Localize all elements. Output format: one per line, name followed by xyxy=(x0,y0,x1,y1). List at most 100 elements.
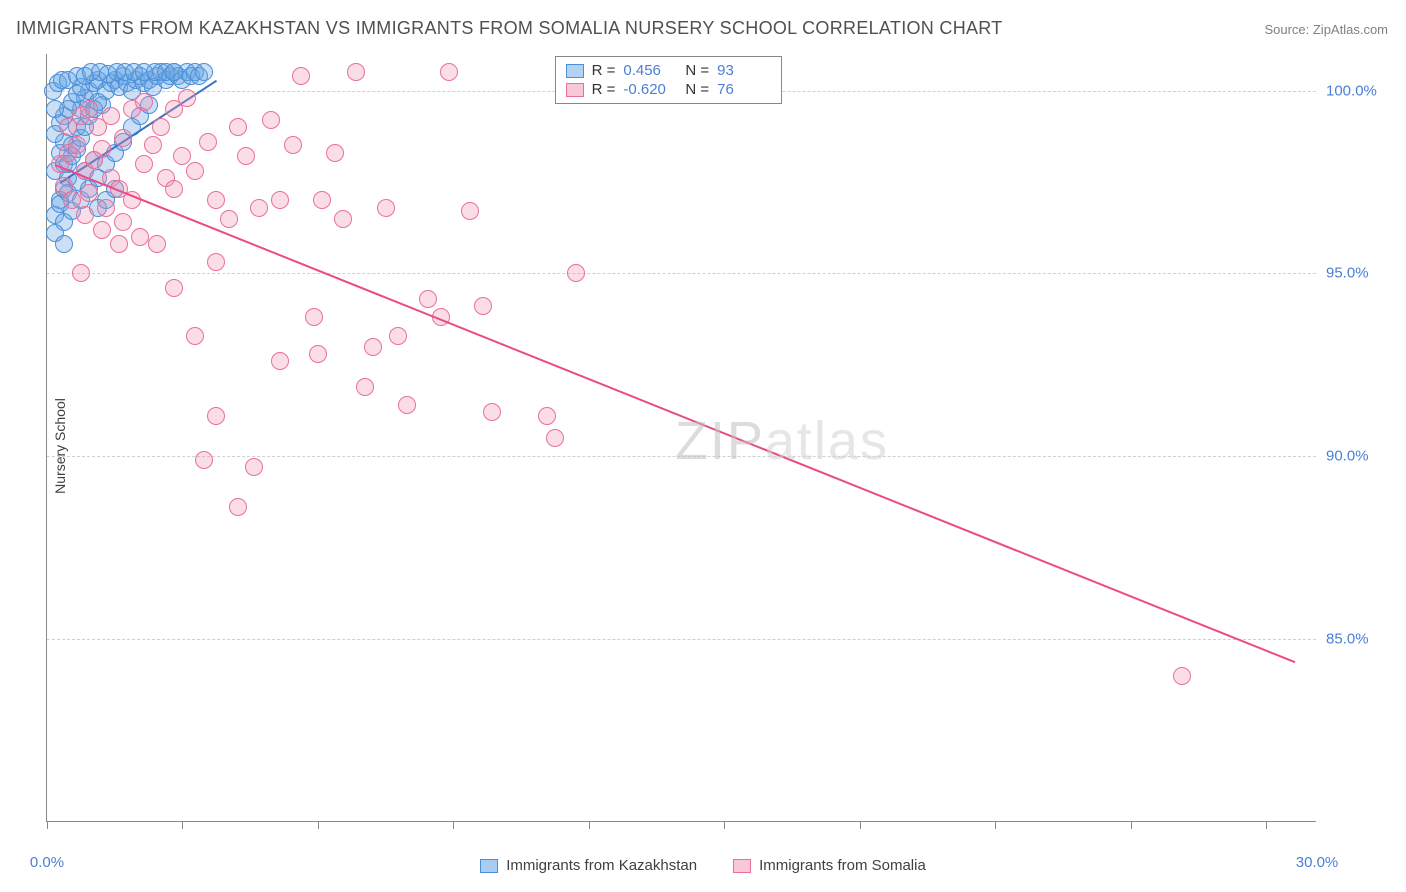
data-point xyxy=(356,378,374,396)
data-point xyxy=(178,89,196,107)
n-label: N = xyxy=(685,81,709,98)
gridline xyxy=(47,456,1316,457)
data-point xyxy=(377,199,395,217)
x-tick xyxy=(453,821,454,829)
legend-swatch xyxy=(733,859,751,873)
data-point xyxy=(144,136,162,154)
x-tick xyxy=(182,821,183,829)
data-point xyxy=(135,155,153,173)
data-point xyxy=(186,327,204,345)
data-point xyxy=(186,162,204,180)
data-point xyxy=(152,118,170,136)
data-point xyxy=(334,210,352,228)
data-point xyxy=(93,221,111,239)
data-point xyxy=(309,345,327,363)
data-point xyxy=(474,297,492,315)
y-tick-label: 95.0% xyxy=(1326,265,1388,282)
data-point xyxy=(207,407,225,425)
data-point xyxy=(165,279,183,297)
legend-item: Immigrants from Kazakhstan xyxy=(480,857,697,874)
x-tick xyxy=(47,821,48,829)
data-point xyxy=(220,210,238,228)
data-point xyxy=(1173,667,1191,685)
trend-line xyxy=(55,164,1296,663)
data-point xyxy=(271,352,289,370)
data-point xyxy=(398,396,416,414)
data-point xyxy=(72,264,90,282)
data-point xyxy=(237,147,255,165)
data-point xyxy=(195,451,213,469)
legend-label: Immigrants from Somalia xyxy=(759,857,926,874)
data-point xyxy=(440,63,458,81)
data-point xyxy=(114,213,132,231)
x-tick xyxy=(995,821,996,829)
x-tick xyxy=(1266,821,1267,829)
data-point xyxy=(165,63,183,81)
data-point xyxy=(292,67,310,85)
data-point xyxy=(80,100,98,118)
y-tick-label: 85.0% xyxy=(1326,631,1388,648)
n-value: 76 xyxy=(717,81,771,98)
legend-label: Immigrants from Kazakhstan xyxy=(506,857,697,874)
legend-swatch xyxy=(566,64,584,78)
stats-row: R = 0.456 N = 93 xyxy=(566,61,772,80)
x-tick xyxy=(1131,821,1132,829)
y-tick-label: 100.0% xyxy=(1326,82,1388,99)
data-point xyxy=(419,290,437,308)
data-point xyxy=(250,199,268,217)
data-point xyxy=(483,403,501,421)
n-label: N = xyxy=(685,62,709,79)
n-value: 93 xyxy=(717,62,771,79)
data-point xyxy=(173,147,191,165)
data-point xyxy=(538,407,556,425)
data-point xyxy=(80,184,98,202)
plot-area: 85.0%90.0%95.0%100.0%0.0%30.0%R =0.456N … xyxy=(46,54,1316,822)
data-point xyxy=(389,327,407,345)
data-point xyxy=(305,308,323,326)
data-point xyxy=(229,118,247,136)
x-tick xyxy=(724,821,725,829)
data-point xyxy=(93,140,111,158)
data-point xyxy=(262,111,280,129)
data-point xyxy=(135,93,153,111)
data-point xyxy=(76,206,94,224)
data-point xyxy=(165,180,183,198)
data-point xyxy=(364,338,382,356)
data-point xyxy=(284,136,302,154)
bottom-legend: Immigrants from Kazakhstan Immigrants fro… xyxy=(0,857,1406,874)
data-point xyxy=(195,63,213,81)
x-tick xyxy=(589,821,590,829)
data-point xyxy=(102,107,120,125)
data-point xyxy=(68,136,86,154)
data-point xyxy=(97,199,115,217)
data-point xyxy=(199,133,217,151)
data-point xyxy=(461,202,479,220)
data-point xyxy=(271,191,289,209)
data-point xyxy=(546,429,564,447)
gridline xyxy=(47,639,1316,640)
stats-row: R = -0.620 N = 76 xyxy=(566,80,772,99)
data-point xyxy=(114,129,132,147)
data-point xyxy=(245,458,263,476)
r-value: -0.620 xyxy=(623,81,677,98)
data-point xyxy=(207,191,225,209)
data-point xyxy=(326,144,344,162)
data-point xyxy=(313,191,331,209)
stats-box: R = 0.456 N = 93 R = -0.620 N = 76 xyxy=(555,56,783,104)
x-tick xyxy=(318,821,319,829)
data-point xyxy=(347,63,365,81)
data-point xyxy=(55,235,73,253)
data-point xyxy=(110,235,128,253)
data-point xyxy=(46,100,64,118)
gridline xyxy=(47,273,1316,274)
data-point xyxy=(131,228,149,246)
data-point xyxy=(148,235,166,253)
data-point xyxy=(207,253,225,271)
r-label: R = xyxy=(592,81,616,98)
x-tick xyxy=(860,821,861,829)
legend-swatch xyxy=(480,859,498,873)
r-value: 0.456 xyxy=(623,62,677,79)
data-point xyxy=(567,264,585,282)
data-point xyxy=(229,498,247,516)
r-label: R = xyxy=(592,62,616,79)
